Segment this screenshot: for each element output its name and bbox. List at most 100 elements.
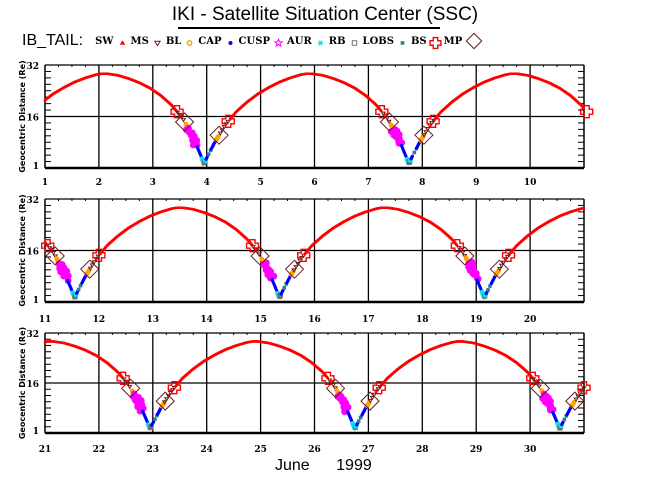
- data-point-ms: [291, 268, 297, 273]
- data-point-ms: [386, 119, 392, 125]
- x-tick-label: 21: [39, 445, 52, 455]
- legend-marker: [351, 40, 357, 46]
- data-point-ms: [50, 250, 57, 256]
- bs-crossing-marker: [426, 114, 440, 129]
- mp-crossing-marker: [284, 259, 305, 279]
- data-point-sw: [455, 244, 459, 247]
- legend-label: SW: [95, 35, 114, 47]
- data-point-ms: [121, 377, 127, 382]
- y-tick-label: 16: [26, 248, 39, 258]
- chart-title: IKI - Satellite Situation Center (SSC): [171, 4, 479, 25]
- mp-crossing-marker: [379, 112, 400, 132]
- mp-crossing-marker: [455, 246, 475, 266]
- x-tick-label: 29: [470, 445, 483, 455]
- data-point-cusp: [469, 269, 477, 277]
- data-point-ms: [161, 400, 168, 405]
- x-tick-label: 18: [416, 315, 429, 325]
- x-tick-label: 12: [93, 315, 106, 325]
- bs-crossing-marker: [501, 248, 516, 263]
- data-point-ms: [530, 377, 537, 382]
- x-tick-label: 30: [524, 445, 537, 455]
- data-point-lobs: [486, 288, 490, 292]
- data-point-ms: [225, 119, 231, 125]
- legend-item-sw: SW: [93, 32, 128, 50]
- month-label: June: [275, 457, 310, 474]
- star-icon: [273, 37, 284, 48]
- data-point-ms: [504, 254, 511, 260]
- title-underline: [178, 27, 440, 29]
- x-tick-label: 2: [96, 178, 102, 188]
- y-tick-label: 1: [33, 427, 39, 437]
- x-tick-label: 22: [93, 445, 106, 455]
- legend-marker: [119, 40, 125, 45]
- data-point-ms: [581, 386, 587, 391]
- y-tick-label: 1: [33, 162, 39, 172]
- data-point-lobs: [356, 419, 361, 424]
- data-point-ms: [127, 384, 133, 390]
- y-tick-label: 16: [26, 114, 39, 124]
- data-point-ms: [573, 397, 579, 403]
- legend-prefix: IB_TAIL:: [22, 32, 84, 49]
- bs-crossing-marker: [92, 248, 106, 263]
- x-tick-label: 17: [362, 315, 375, 325]
- data-point-ms: [500, 260, 507, 266]
- mp-crossing-marker: [530, 378, 551, 399]
- mp-crossing-marker: [155, 391, 175, 411]
- legend-label: BL: [165, 35, 182, 47]
- legend-label: AUR: [286, 35, 312, 47]
- x-tick-label: 13: [147, 315, 160, 325]
- data-point-lobs: [358, 415, 363, 420]
- data-point-ms: [460, 250, 466, 256]
- legend-item-ms: MS: [129, 32, 164, 50]
- sw-marker-icon: [119, 40, 125, 45]
- data-point-ms: [180, 118, 187, 123]
- x-tick-label: 25: [254, 445, 267, 455]
- x-tick-label: 1: [42, 178, 48, 188]
- x-tick-label: 3: [150, 178, 156, 188]
- square-small-icon: [400, 41, 405, 45]
- legend-marker: [273, 37, 284, 48]
- data-point-cusp: [64, 272, 72, 280]
- orbit-trace: [43, 340, 587, 431]
- square-open-icon: [351, 40, 357, 46]
- data-point-ms: [384, 116, 390, 121]
- data-point-ms: [498, 263, 505, 269]
- bs-crossing-marker: [221, 114, 235, 129]
- sun-icon: [186, 40, 193, 46]
- data-point-ms: [95, 254, 101, 260]
- data-point-cap: [410, 154, 414, 158]
- x-tick-label: 6: [311, 178, 317, 188]
- data-point-ms: [91, 260, 97, 265]
- data-point-lobs: [562, 417, 567, 422]
- legend-label: LOBS: [362, 35, 394, 47]
- bs-crossing-marker: [372, 380, 386, 395]
- x-tick-label: 5: [257, 178, 263, 188]
- y-tick-label: 32: [26, 330, 39, 340]
- legend-label: MP: [443, 35, 463, 47]
- asterisk-icon: [317, 40, 323, 46]
- x-tick-label: 19: [470, 315, 483, 325]
- legend-label: MS: [130, 35, 149, 47]
- data-point-ms: [536, 384, 542, 390]
- x-tick-label: 8: [419, 178, 425, 188]
- mp-crossing-marker: [209, 125, 229, 145]
- legend-item-cap: CAP: [196, 32, 236, 50]
- x-tick-label: 10: [524, 178, 537, 188]
- data-point-ms: [163, 397, 170, 402]
- data-point-ms: [301, 253, 307, 259]
- year-label: 1999: [336, 457, 372, 474]
- legend-item-bl: BL: [164, 32, 196, 50]
- mp-crossing-marker: [174, 112, 195, 132]
- bs-crossing-marker: [579, 104, 594, 119]
- data-point-lobs: [488, 284, 492, 288]
- data-point-lobs: [412, 150, 417, 155]
- data-point-sw: [582, 207, 585, 210]
- x-tick-label: 24: [200, 445, 213, 455]
- triangle-down-icon: [153, 40, 161, 47]
- data-point-ms: [176, 112, 183, 118]
- data-point-lobs: [76, 287, 81, 292]
- data-point-ms: [423, 130, 429, 135]
- x-tick-label: 28: [416, 445, 429, 455]
